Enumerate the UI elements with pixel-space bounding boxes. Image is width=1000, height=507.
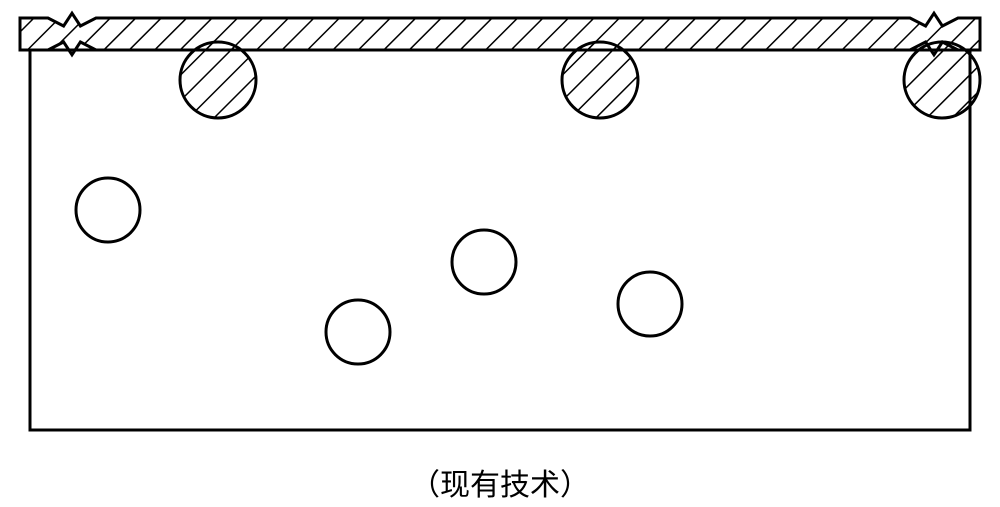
void-circle [618,272,682,336]
void-circle [326,300,390,364]
diagram-svg [0,0,1000,507]
diagram-canvas: （现有技术） [0,0,1000,507]
void-circle [452,230,516,294]
embedded-hatched-circle [180,42,256,118]
embedded-hatched-circle [904,42,980,118]
void-circle [76,178,140,242]
embedded-hatched-circle [562,42,638,118]
diagram-caption: （现有技术） [0,460,1000,504]
